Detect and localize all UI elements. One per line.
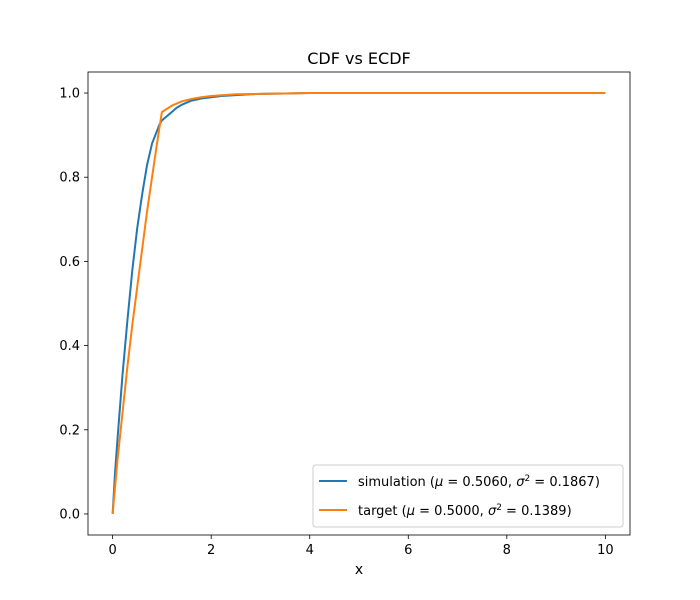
x-axis-label: x [355,562,363,578]
legend-target-sigma: σ [488,504,497,519]
y-tick-label: 0.0 [59,507,80,522]
series-layer [111,92,606,515]
legend-target-superscript: 2 [496,503,502,513]
legend-box [312,464,624,528]
legend-target-prefix: target ( [358,504,407,519]
legend: simulation (μ = 0.5060, σ2 = 0.1867) tar… [312,464,624,528]
legend-target-mu: μ [406,504,415,519]
x-tick-label: 0 [108,543,116,558]
y-tick-label: 0.6 [59,255,80,270]
y-tick-label: 0.2 [59,423,80,438]
x-tick-label: 10 [597,543,614,558]
series-line-target [111,92,606,515]
legend-simulation-sigma: σ [516,475,525,490]
x-tick-label: 8 [503,543,511,558]
legend-simulation-mu-value: = 0.5060, [443,475,516,490]
legend-simulation-sigma-value: = 0.1867) [530,475,600,490]
legend-label-target: target (μ = 0.5000, σ2 = 0.1389) [358,503,572,519]
legend-label-simulation: simulation (μ = 0.5060, σ2 = 0.1867) [358,474,600,490]
y-tick-label: 0.8 [59,171,80,186]
legend-target-sigma-value: = 0.1389) [502,504,572,519]
x-tick-label: 2 [207,543,215,558]
legend-target-mu-value: = 0.5000, [415,504,488,519]
y-axis: 0.0 0.2 0.4 0.6 0.8 1.0 [59,87,88,522]
y-tick-label: 0.4 [59,339,80,354]
plot-area [87,71,631,536]
chart-title: CDF vs ECDF [307,49,410,68]
y-tick-label: 1.0 [59,87,80,102]
x-tick-label: 6 [404,543,412,558]
legend-simulation-mu: μ [434,475,443,490]
x-axis: 0 2 4 6 8 10 [108,535,614,558]
legend-simulation-prefix: simulation ( [358,475,435,490]
x-tick-label: 4 [306,543,314,558]
legend-simulation-superscript: 2 [524,474,530,484]
